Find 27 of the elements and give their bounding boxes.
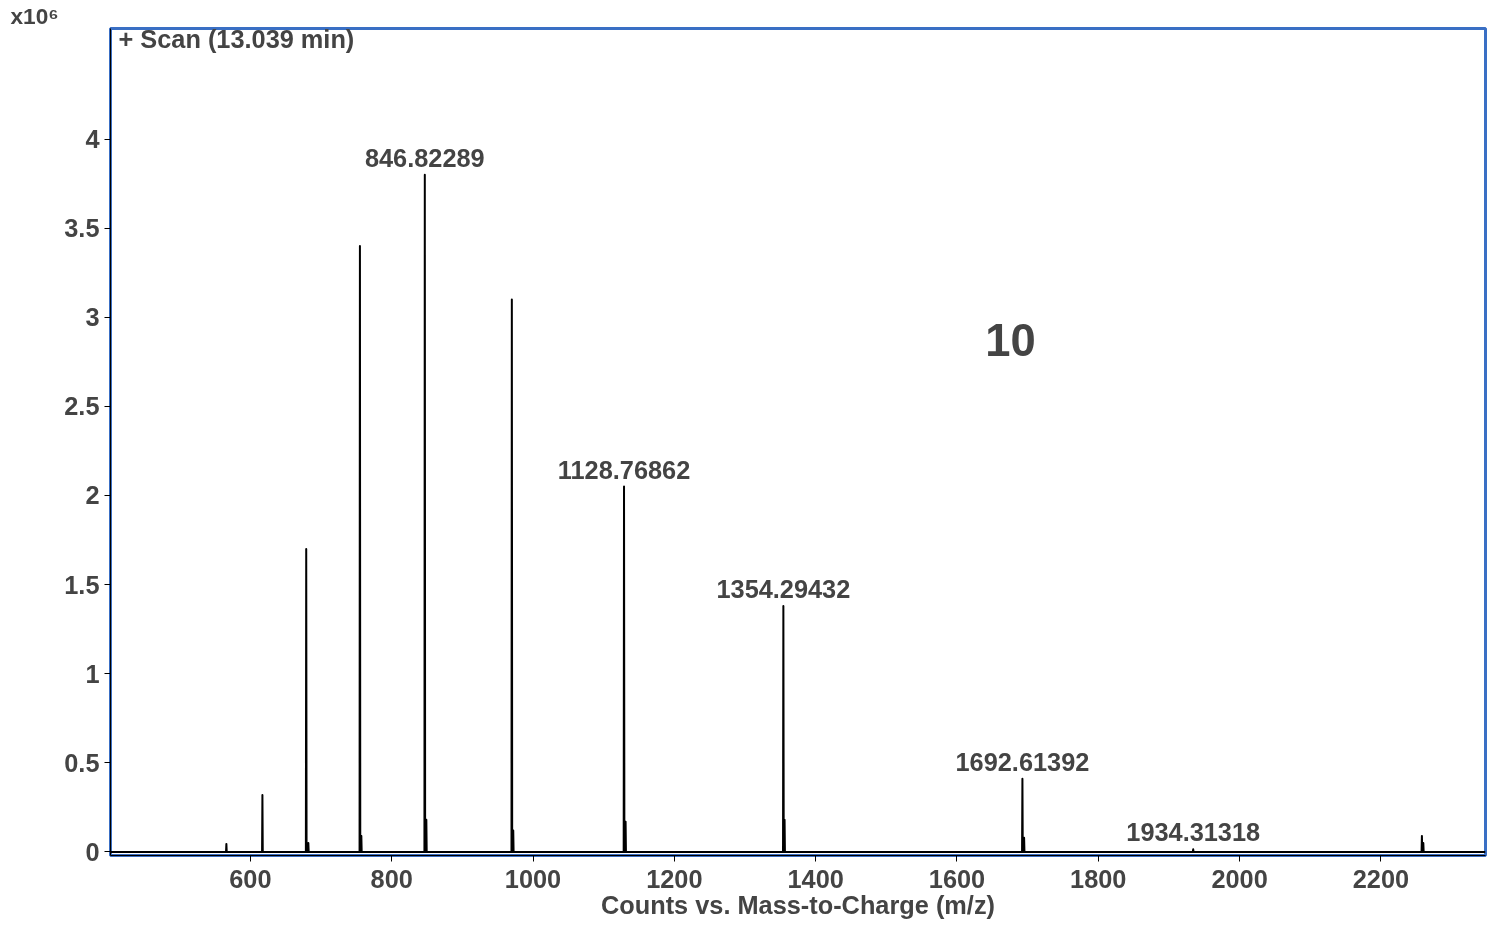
y-tick-label: 2.5	[64, 392, 100, 421]
x-tick-label: 2200	[1352, 864, 1410, 893]
x-tick-label: 1200	[646, 864, 703, 893]
annotation: 10	[985, 314, 1036, 366]
x-tick-label: 1600	[928, 864, 986, 893]
x-tick-label: 2000	[1211, 864, 1268, 893]
y-tick-label: 3.5	[64, 214, 100, 243]
y-tick-label: 0	[85, 837, 100, 866]
y-tick-label: 2	[85, 481, 100, 510]
annotation: 1128.76862	[557, 455, 691, 484]
x-tick-label: 1400	[787, 864, 844, 893]
annotation: 1354.29432	[716, 574, 851, 603]
y-tick-label: 3	[85, 303, 100, 332]
annotation: 1692.61392	[955, 747, 1090, 776]
x-tick-label: 600	[229, 864, 272, 893]
annotation: 1934.31318	[1126, 818, 1261, 847]
annotation: 846.82289	[364, 143, 485, 172]
y-tick-label: 1	[85, 659, 100, 688]
y-tick-label: 0.5	[64, 748, 100, 777]
y-axis-title: x10⁶	[10, 2, 59, 29]
x-tick-label: 800	[370, 864, 413, 893]
chart-title: + Scan (13.039 min)	[118, 24, 355, 53]
x-tick-label: 1800	[1070, 864, 1127, 893]
y-tick-label: 4	[85, 125, 100, 153]
x-tick-label: 1000	[504, 864, 562, 893]
y-tick-label: 1.5	[64, 570, 100, 599]
x-axis-title: Counts vs. Mass-to-Charge (m/z)	[600, 890, 996, 919]
